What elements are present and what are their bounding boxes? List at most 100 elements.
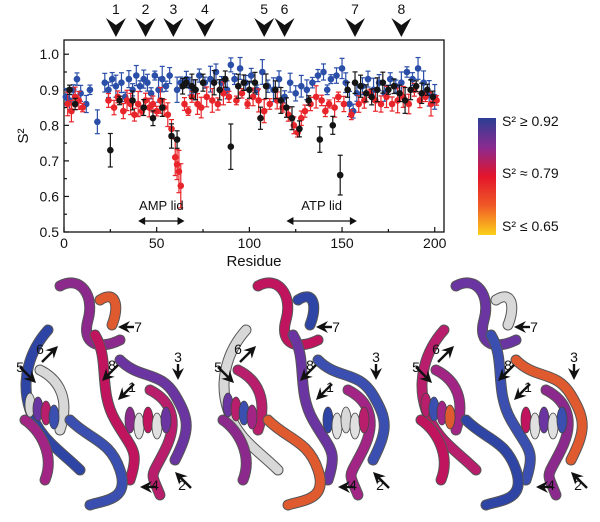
data-point	[348, 111, 355, 118]
structure-arrow-3: 3	[172, 349, 184, 380]
structure-arrow-8: 8	[102, 357, 119, 381]
arrow-head-icon	[118, 321, 130, 333]
arrow-head-icon	[498, 368, 511, 381]
x-tick-label: 200	[423, 235, 447, 251]
structure-arrow-label: 7	[530, 319, 538, 335]
data-point	[164, 111, 172, 118]
structure-arrow-label: 2	[178, 477, 186, 493]
data-point	[301, 107, 309, 115]
marker-label: 5	[260, 1, 268, 17]
ribbon-segment	[95, 292, 121, 330]
ribbon-segment	[145, 385, 177, 500]
data-point	[240, 79, 248, 86]
helix-turn	[520, 406, 532, 434]
data-point	[388, 100, 396, 108]
data-point	[272, 86, 279, 94]
data-point	[325, 100, 333, 108]
data-point	[197, 104, 205, 111]
data-point	[173, 136, 181, 143]
structure-arrow-label: 1	[524, 379, 532, 395]
down-arrow-icon	[135, 18, 156, 37]
region-label: ATP lid	[301, 198, 342, 213]
data-point	[322, 107, 329, 115]
arrow-head-icon	[536, 481, 548, 493]
structure-arrow-label: 7	[134, 319, 142, 335]
structure-arrow-3: 3	[370, 349, 382, 380]
x-tick-label: 50	[149, 235, 165, 251]
data-point	[336, 171, 344, 179]
data-point	[199, 79, 207, 86]
structure-arrow-label: 7	[332, 319, 340, 335]
data-point	[108, 75, 116, 83]
data-point	[314, 72, 322, 79]
region-amp-lid: AMP lid	[138, 198, 185, 225]
arrow-head-icon	[370, 368, 382, 380]
data-point	[221, 75, 229, 83]
data-point	[403, 68, 411, 76]
data-point	[184, 107, 192, 115]
structure-arrow-7: 7	[118, 319, 142, 335]
ribbon-segment	[511, 355, 587, 465]
colorbar-label: S² ≤ 0.65	[502, 218, 559, 234]
structure-panel-1: 1 2 3 4 56 7 8	[16, 277, 192, 511]
data-point	[227, 143, 235, 150]
data-point	[244, 100, 251, 108]
structure-arrow-3: 3	[568, 349, 580, 380]
helix-turn	[331, 412, 343, 440]
data-point	[247, 72, 255, 79]
data-point	[251, 79, 259, 86]
data-point	[396, 90, 403, 97]
data-point	[333, 72, 340, 79]
arrow-shaft	[437, 349, 451, 363]
data-point	[364, 75, 372, 83]
marker-1: 1	[105, 1, 126, 37]
data-point	[386, 75, 394, 83]
data-point	[168, 132, 175, 140]
colorbar-gradient	[478, 118, 496, 235]
data-point	[344, 86, 351, 94]
data-point	[327, 75, 335, 83]
y-tick-label: 0.8	[40, 117, 60, 133]
data-point	[147, 90, 155, 97]
data-point	[227, 61, 235, 69]
arrow-head-icon	[243, 346, 256, 359]
structure-arrow-label: 5	[214, 359, 222, 375]
data-point	[192, 86, 199, 94]
marker-5: 5	[254, 1, 275, 37]
data-point	[283, 104, 290, 111]
data-point	[181, 100, 188, 108]
ribbon-segment	[35, 365, 69, 435]
data-point	[120, 107, 127, 115]
data-point	[255, 97, 262, 104]
arrow-shaft	[303, 364, 317, 378]
structure-arrow-4: 4	[140, 477, 159, 493]
data-point	[140, 104, 148, 111]
y-tick-label: 0.7	[40, 153, 60, 169]
data-point	[101, 79, 109, 86]
structure-arrow-6: 6	[36, 341, 58, 363]
structure-arrow-label: 8	[504, 357, 512, 373]
colorbar-label: S² ≈ 0.79	[502, 165, 559, 181]
ribbon-segment	[218, 415, 251, 485]
structure-arrow-label: 2	[574, 477, 582, 493]
data-point	[407, 86, 414, 94]
series-2	[66, 69, 437, 196]
arrow-right-icon	[177, 217, 185, 225]
helix-turn	[48, 404, 60, 430]
marker-label: 6	[281, 1, 289, 17]
helix-turn	[160, 406, 172, 434]
x-tick-label: 100	[238, 235, 262, 251]
data-point	[134, 100, 142, 108]
marker-label: 1	[112, 1, 120, 17]
data-point	[236, 65, 244, 72]
data-point	[338, 65, 346, 72]
ribbon-segment	[313, 355, 389, 465]
data-point	[116, 97, 123, 104]
region-atp-lid: ATP lid	[286, 198, 357, 225]
ribbon-segment	[486, 330, 535, 485]
data-point	[105, 97, 112, 104]
down-arrow-icon	[105, 18, 126, 37]
structure-arrow-8: 8	[300, 357, 317, 381]
data-point	[225, 93, 233, 101]
